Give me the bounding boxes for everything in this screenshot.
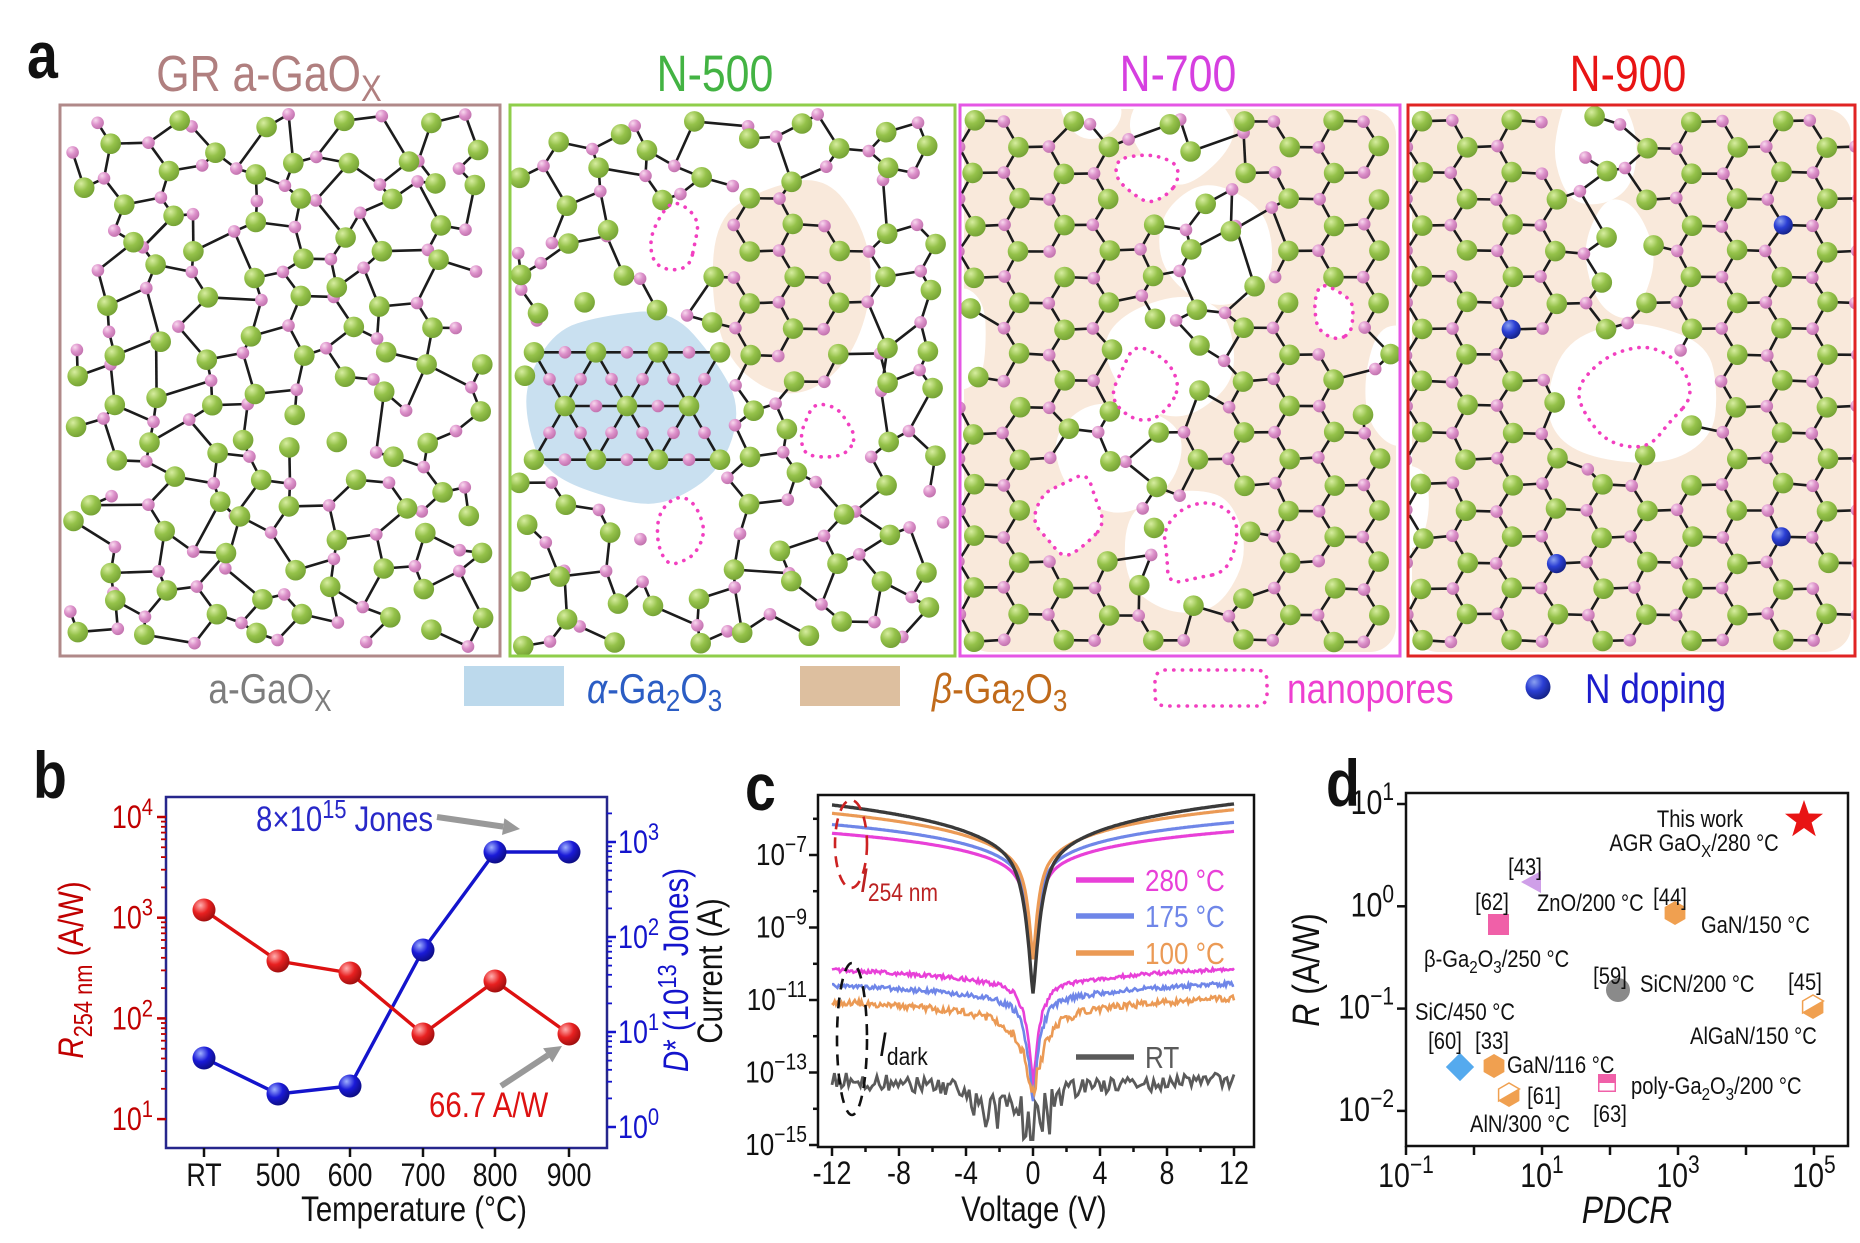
svg-text:SiCN/200 °C: SiCN/200 °C — [1640, 970, 1754, 997]
svg-text:[33]: [33] — [1475, 1027, 1509, 1054]
svg-text:N doping: N doping — [1585, 666, 1726, 713]
svg-text:0: 0 — [1026, 1156, 1041, 1192]
svg-text:AlGaN/150 °C: AlGaN/150 °C — [1690, 1022, 1817, 1049]
svg-text:-8: -8 — [887, 1156, 911, 1192]
svg-text:RT: RT — [186, 1158, 221, 1194]
svg-text:100 °C: 100 °C — [1145, 937, 1225, 972]
svg-text:175 °C: 175 °C — [1145, 900, 1225, 935]
svg-text:c: c — [745, 750, 776, 824]
svg-text:β-Ga2O3: β-Ga2O3 — [931, 666, 1067, 718]
svg-text:α-Ga2O3: α-Ga2O3 — [587, 666, 722, 718]
svg-text:b: b — [33, 738, 67, 812]
svg-text:N-900: N-900 — [1570, 44, 1687, 101]
svg-text:12: 12 — [1219, 1156, 1249, 1192]
svg-text:R (A/W): R (A/W) — [1285, 913, 1327, 1026]
svg-text:[43]: [43] — [1508, 853, 1542, 880]
svg-text:[61]: [61] — [1527, 1082, 1561, 1109]
svg-text:500: 500 — [256, 1158, 301, 1194]
svg-text:a: a — [27, 18, 59, 92]
svg-text:[44]: [44] — [1653, 883, 1687, 910]
svg-text:R254 nm (A/W): R254 nm (A/W) — [52, 881, 99, 1058]
svg-text:-12: -12 — [813, 1156, 852, 1192]
svg-text:600: 600 — [328, 1158, 373, 1194]
svg-text:10−2: 10−2 — [1338, 1084, 1394, 1128]
svg-text:103: 103 — [112, 894, 153, 936]
svg-text:280 °C: 280 °C — [1145, 864, 1225, 899]
svg-text:Idark: Idark — [879, 1026, 928, 1071]
svg-text:GaN/116 °C: GaN/116 °C — [1507, 1051, 1614, 1078]
svg-text:GaN/150 °C: GaN/150 °C — [1701, 911, 1810, 938]
svg-text:900: 900 — [547, 1158, 592, 1194]
svg-text:700: 700 — [401, 1158, 446, 1194]
svg-text:PDCR: PDCR — [1582, 1189, 1672, 1231]
svg-text:nanopores: nanopores — [1287, 666, 1454, 713]
svg-text:8: 8 — [1160, 1156, 1175, 1192]
svg-text:[62]: [62] — [1475, 888, 1509, 915]
svg-text:101: 101 — [1351, 777, 1394, 821]
svg-text:GR a-GaOX: GR a-GaOX — [156, 44, 382, 109]
svg-text:a-GaOX: a-GaOX — [208, 666, 331, 718]
svg-text:AlN/300 °C: AlN/300 °C — [1470, 1110, 1570, 1137]
svg-text:AGR GaOX/280 °C: AGR GaOX/280 °C — [1609, 829, 1778, 861]
svg-text:RT: RT — [1145, 1041, 1179, 1076]
svg-text:-4: -4 — [954, 1156, 978, 1192]
svg-text:This work: This work — [1657, 805, 1744, 832]
svg-text:Temperature (°C): Temperature (°C) — [301, 1190, 527, 1229]
svg-text:4: 4 — [1093, 1156, 1108, 1192]
svg-text:Voltage (V): Voltage (V) — [961, 1190, 1106, 1229]
svg-text:d: d — [1326, 746, 1360, 820]
svg-text:[63]: [63] — [1593, 1100, 1627, 1127]
svg-text:SiC/450 °C: SiC/450 °C — [1415, 998, 1515, 1025]
svg-text:[60]: [60] — [1428, 1027, 1462, 1054]
svg-text:[45]: [45] — [1788, 968, 1822, 995]
svg-text:10−11: 10−11 — [747, 978, 807, 1018]
svg-text:N-700: N-700 — [1120, 44, 1237, 101]
svg-text:ZnO/200 °C: ZnO/200 °C — [1537, 889, 1644, 916]
svg-text:800: 800 — [473, 1158, 518, 1194]
svg-text:Current (A): Current (A) — [691, 898, 730, 1043]
svg-text:66.7 A/W: 66.7 A/W — [429, 1086, 549, 1125]
svg-text:[59]: [59] — [1593, 962, 1627, 989]
svg-text:poly-Ga2O3/200 °C: poly-Ga2O3/200 °C — [1631, 1072, 1802, 1104]
svg-text:103: 103 — [1656, 1150, 1699, 1194]
svg-text:I254 nm: I254 nm — [860, 862, 938, 907]
svg-text:8×1015 Jones: 8×1015 Jones — [256, 795, 433, 838]
svg-text:N-500: N-500 — [657, 44, 774, 101]
svg-text:101: 101 — [112, 1095, 153, 1137]
